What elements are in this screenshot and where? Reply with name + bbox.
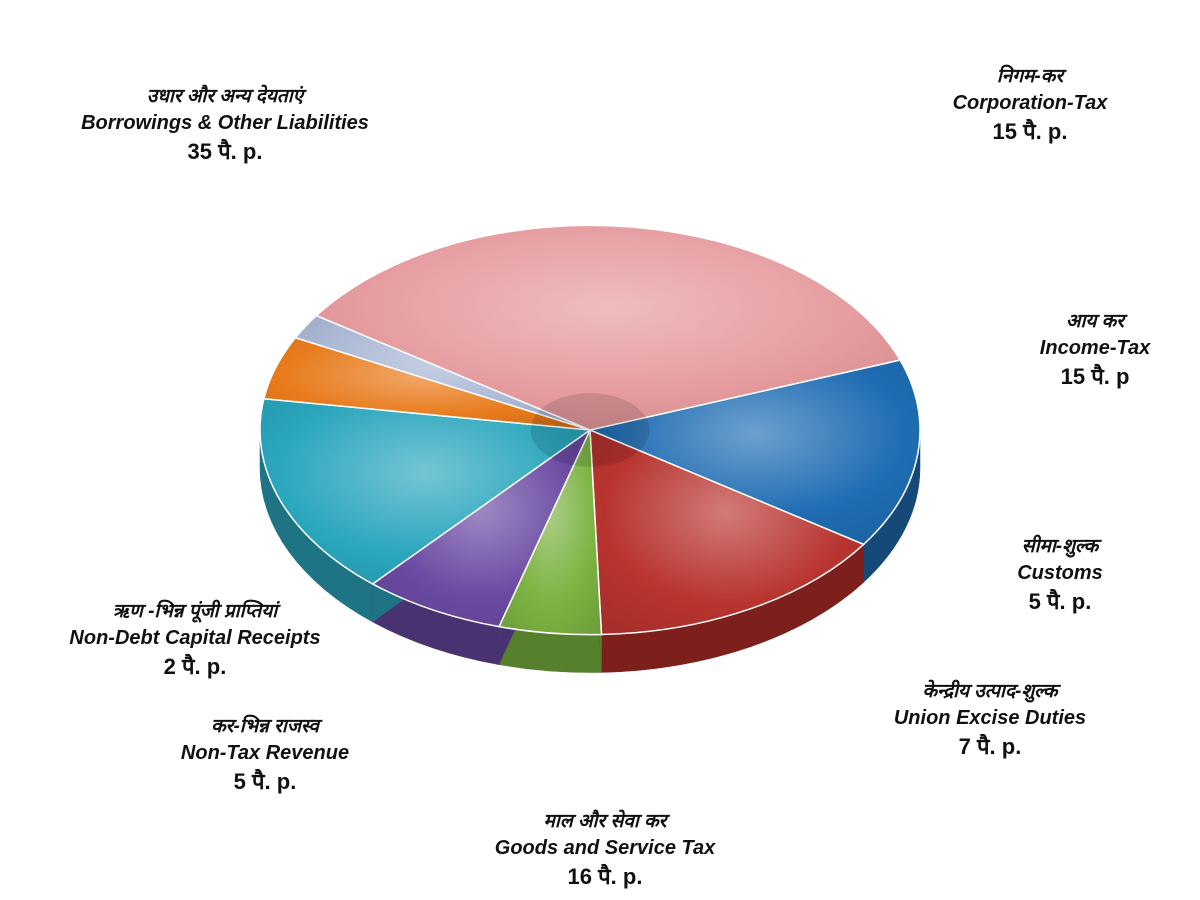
label-value-borrowings: 35 पै. p. <box>81 136 369 166</box>
label-value-customs: 5 पै. p. <box>1017 586 1103 616</box>
label-english-corporation-tax: Corporation-Tax <box>953 89 1108 116</box>
label-english-union-excise: Union Excise Duties <box>894 704 1086 731</box>
label-gst: माल और सेवा करGoods and Service Tax16 पै… <box>495 809 715 891</box>
label-hindi-gst: माल और सेवा कर <box>495 809 715 835</box>
label-hindi-corporation-tax: निगम-कर <box>953 64 1108 90</box>
label-english-non-tax-revenue: Non-Tax Revenue <box>181 739 349 766</box>
label-english-non-debt-capital: Non-Debt Capital Receipts <box>69 624 320 651</box>
pie-center-shadow <box>531 393 650 467</box>
label-value-gst: 16 पै. p. <box>495 861 715 891</box>
label-hindi-customs: सीमा-शुल्क <box>1017 534 1103 560</box>
label-borrowings: उधार और अन्य देयताएंBorrowings & Other L… <box>81 84 369 166</box>
label-hindi-non-debt-capital: ऋण -भिन्न पूंजी प्राप्तियां <box>69 599 320 625</box>
label-value-non-tax-revenue: 5 पै. p. <box>181 766 349 796</box>
label-value-union-excise: 7 पै. p. <box>894 731 1086 761</box>
label-value-corporation-tax: 15 पै. p. <box>953 116 1108 146</box>
label-union-excise: केन्द्रीय उत्पाद-शुल्कUnion Excise Dutie… <box>894 679 1086 761</box>
label-english-income-tax: Income-Tax <box>1040 334 1150 361</box>
label-value-income-tax: 15 पै. p <box>1040 361 1150 391</box>
label-value-non-debt-capital: 2 पै. p. <box>69 651 320 681</box>
label-non-debt-capital: ऋण -भिन्न पूंजी प्राप्तियांNon-Debt Capi… <box>69 599 320 681</box>
label-english-customs: Customs <box>1017 559 1103 586</box>
label-hindi-non-tax-revenue: कर-भिन्न राजस्व <box>181 714 349 740</box>
label-corporation-tax: निगम-करCorporation-Tax15 पै. p. <box>953 64 1108 146</box>
label-english-borrowings: Borrowings & Other Liabilities <box>81 109 369 136</box>
label-hindi-union-excise: केन्द्रीय उत्पाद-शुल्क <box>894 679 1086 705</box>
label-hindi-income-tax: आय कर <box>1040 309 1150 335</box>
label-hindi-borrowings: उधार और अन्य देयताएं <box>81 84 369 110</box>
label-non-tax-revenue: कर-भिन्न राजस्वNon-Tax Revenue5 पै. p. <box>181 714 349 796</box>
label-customs: सीमा-शुल्कCustoms5 पै. p. <box>1017 534 1103 616</box>
label-english-gst: Goods and Service Tax <box>495 834 715 861</box>
label-income-tax: आय करIncome-Tax15 पै. p <box>1040 309 1150 391</box>
pie-chart-container: निगम-करCorporation-Tax15 पै. p. आय करInco… <box>0 0 1200 900</box>
